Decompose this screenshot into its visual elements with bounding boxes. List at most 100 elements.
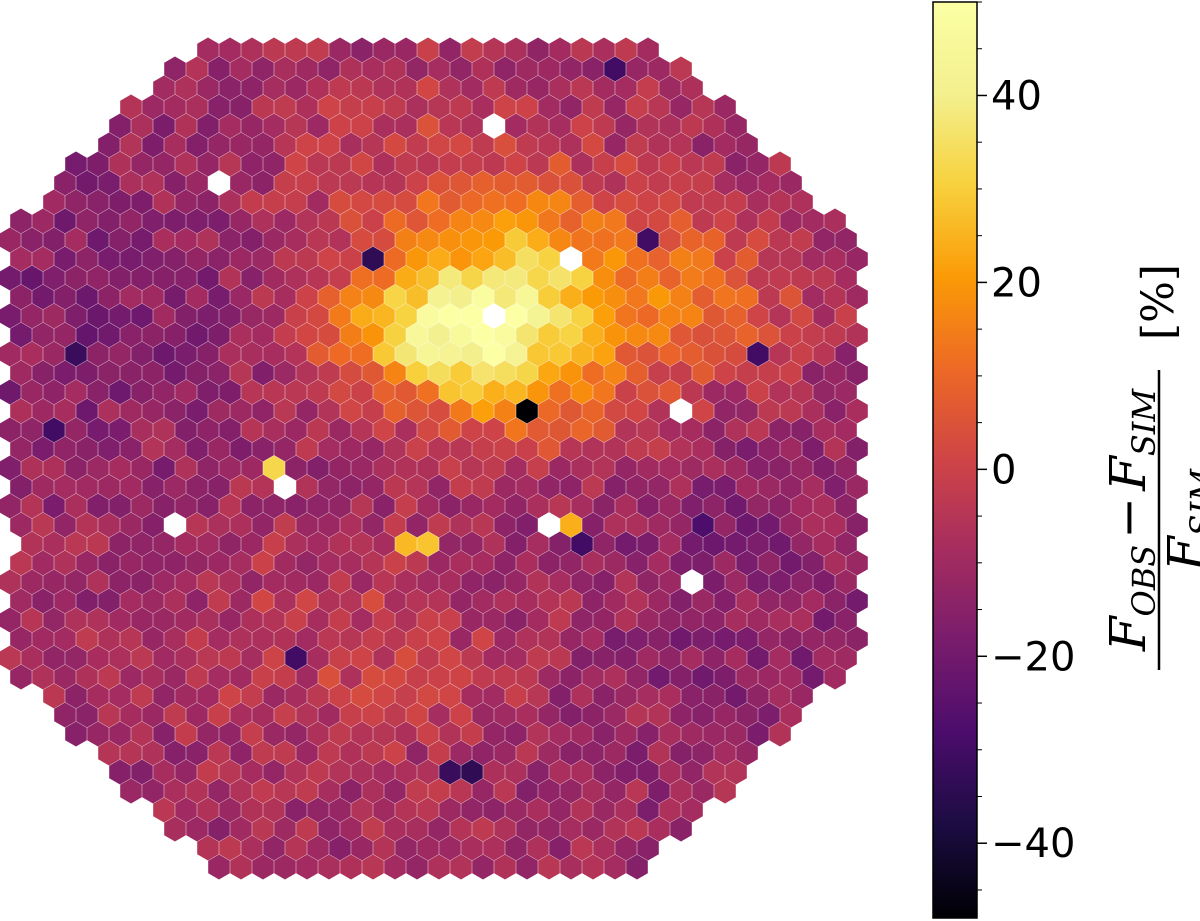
hex-pixel (670, 664, 692, 690)
hex-pixel (65, 645, 87, 671)
hex-pixel (54, 512, 76, 538)
hex-pixel (670, 778, 692, 804)
hex-pixel (186, 398, 208, 424)
hex-pixel (120, 284, 142, 310)
hex-pixel (307, 75, 329, 101)
hex-pixel (296, 740, 318, 766)
hex-pixel (637, 265, 659, 291)
hex-pixel (329, 341, 351, 367)
hex-pixel (802, 360, 824, 386)
hex-pixel (307, 683, 329, 709)
hex-pixel (175, 721, 197, 747)
hex-pixel (703, 189, 725, 215)
hex-pixel (736, 512, 758, 538)
hex-pixel (230, 664, 252, 690)
hex-pixel (131, 721, 153, 747)
hex-pixel (472, 360, 494, 386)
hex-pixel (417, 303, 439, 329)
hex-pixel (252, 132, 274, 158)
hex-pixel (802, 626, 824, 652)
hex-pixel (560, 360, 582, 386)
hex-pixel (439, 607, 461, 633)
hex-pixel (428, 56, 450, 82)
hex-pixel (505, 721, 527, 747)
hex-pixel (725, 569, 747, 595)
hex-pixel (549, 759, 571, 785)
hex-pixel (142, 474, 164, 500)
hex-pixel (802, 246, 824, 272)
hex-pixel (626, 854, 648, 880)
hex-pixel (406, 132, 428, 158)
hex-pixel (263, 37, 285, 63)
hex-pixel (758, 626, 780, 652)
colorbar-tick-label: −40 (991, 821, 1075, 867)
hex-pixel (54, 170, 76, 196)
hex-pixel (846, 284, 868, 310)
hex-pixel (384, 170, 406, 196)
hex-pixel (384, 740, 406, 766)
hex-pixel (681, 341, 703, 367)
hex-pixel (32, 360, 54, 386)
hex-pixel (769, 455, 791, 481)
hex-pixel (637, 379, 659, 405)
hex-pixel (65, 569, 87, 595)
hex-pixel (428, 550, 450, 576)
hex-pixel (307, 151, 329, 177)
hex-pixel (549, 189, 571, 215)
hex-pixel (516, 284, 538, 310)
hex-pixel (362, 94, 384, 120)
hex-pixel (54, 322, 76, 348)
hex-pixel (65, 303, 87, 329)
hex-pixel (791, 189, 813, 215)
hex-pixel (747, 341, 769, 367)
hex-pixel (747, 455, 769, 481)
hex-pixel (670, 132, 692, 158)
hex-pixel (450, 246, 472, 272)
hex-pixel (824, 322, 846, 348)
hex-pixel (538, 550, 560, 576)
hex-pixel (538, 854, 560, 880)
hex-pixel (274, 588, 296, 614)
hex-pixel (439, 493, 461, 519)
hex-pixel (505, 303, 527, 329)
hex-pixel (164, 664, 186, 690)
hex-pixel (406, 56, 428, 82)
hex-pixel (637, 189, 659, 215)
hex-pixel (351, 607, 373, 633)
hex-pixel (791, 493, 813, 519)
hex-pixel (362, 436, 384, 462)
hex-pixel (263, 797, 285, 823)
hex-pixel (648, 208, 670, 234)
hex-pixel (175, 417, 197, 443)
hex-pixel (703, 493, 725, 519)
hex-pixel (692, 360, 714, 386)
hex-pixel (428, 398, 450, 424)
hex-pixel (131, 265, 153, 291)
hex-pixel (681, 417, 703, 443)
hex-pixel (208, 284, 230, 310)
hex-pixel (76, 664, 98, 690)
hex-pixel (736, 436, 758, 462)
hex-pixel (164, 626, 186, 652)
hex-pixel (505, 379, 527, 405)
hex-pixel (758, 588, 780, 614)
hex-pixel (516, 854, 538, 880)
hex-pixel (791, 531, 813, 557)
hex-pixel (351, 113, 373, 139)
hex-pixel (395, 797, 417, 823)
hex-pixel (230, 132, 252, 158)
hex-pixel (263, 683, 285, 709)
hex-pixel (813, 607, 835, 633)
hex-pixel (780, 246, 802, 272)
hex-pixel (32, 512, 54, 538)
hex-pixel (571, 113, 593, 139)
hex-pixel (659, 379, 681, 405)
hex-pixel (109, 379, 131, 405)
hex-pixel (186, 664, 208, 690)
hex-pixel (714, 246, 736, 272)
hex-pixel (769, 303, 791, 329)
hex-pixel (65, 341, 87, 367)
hex-pixel (560, 740, 582, 766)
hex-pixel (98, 246, 120, 272)
